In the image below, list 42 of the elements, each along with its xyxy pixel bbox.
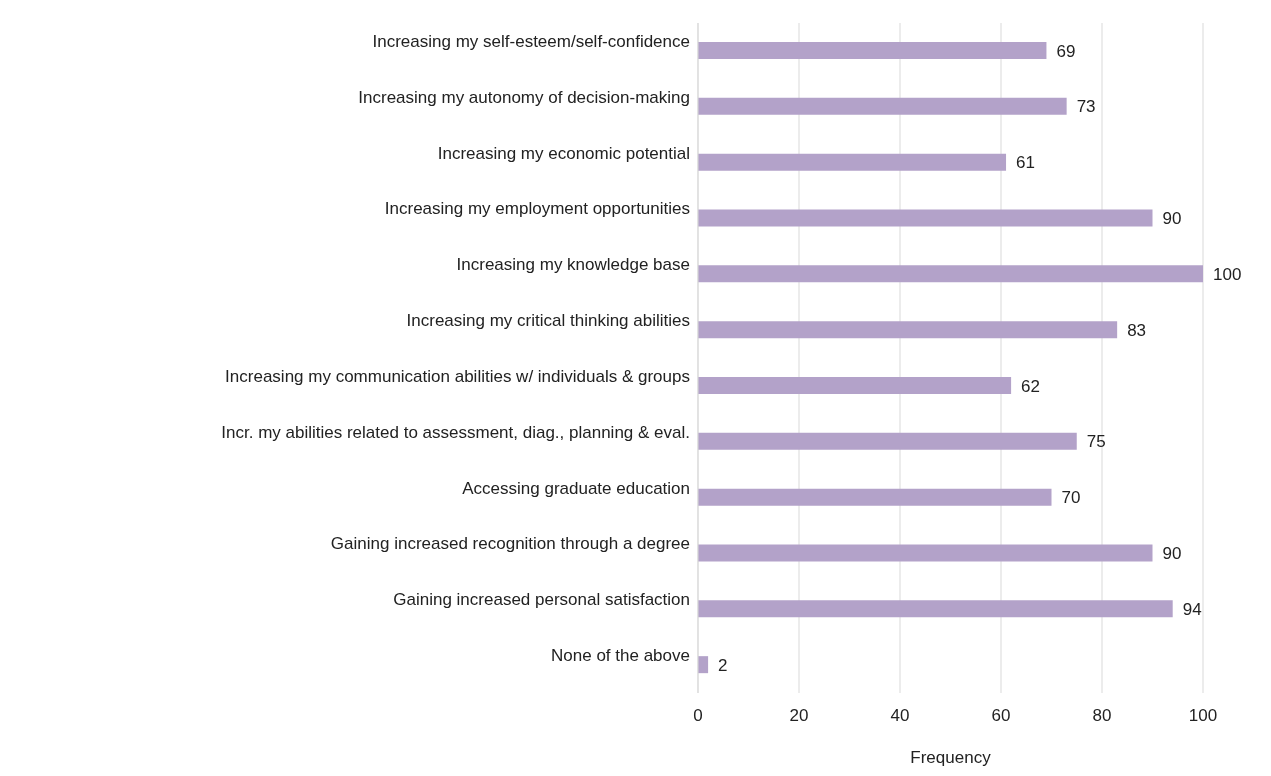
bar bbox=[698, 544, 1153, 562]
data-label: 90 bbox=[1162, 209, 1182, 229]
y-tick-label: Increasing my knowledge base bbox=[456, 255, 690, 275]
data-label: 2 bbox=[718, 655, 728, 675]
bar bbox=[698, 209, 1153, 227]
data-label: 100 bbox=[1213, 264, 1242, 284]
x-tick-label: 0 bbox=[693, 706, 703, 726]
x-axis-title: Frequency bbox=[910, 748, 992, 767]
y-tick-label: None of the above bbox=[551, 646, 690, 666]
x-tick-label: 60 bbox=[991, 706, 1011, 726]
data-label: 61 bbox=[1016, 153, 1035, 173]
y-tick-label: Accessing graduate education bbox=[462, 478, 690, 498]
y-tick-label: Gaining increased personal satisfaction bbox=[393, 590, 690, 610]
data-label: 75 bbox=[1086, 432, 1106, 452]
data-label: 70 bbox=[1061, 488, 1081, 508]
y-tick-label: Increasing my autonomy of decision-making bbox=[358, 87, 690, 107]
x-tick-label: 40 bbox=[890, 706, 910, 726]
bar bbox=[698, 377, 1012, 394]
data-label: 62 bbox=[1021, 376, 1041, 396]
x-tick-label: 20 bbox=[789, 706, 809, 726]
y-tick-label: Increasing my employment opportunities bbox=[384, 199, 690, 219]
bar bbox=[698, 600, 1173, 618]
data-label: 69 bbox=[1056, 41, 1076, 61]
bar bbox=[698, 42, 1047, 59]
data-label: 90 bbox=[1162, 544, 1182, 564]
y-tick-label: Increasing my communication abilities w/ individuals & groups bbox=[225, 366, 690, 386]
x-tick-label: 100 bbox=[1188, 706, 1218, 726]
data-label: 73 bbox=[1076, 97, 1096, 117]
data-label: 94 bbox=[1182, 599, 1202, 619]
y-tick-label: Increasing my self-esteem/self-confidence bbox=[372, 31, 690, 51]
bar bbox=[698, 265, 1203, 283]
y-tick-label: Gaining increased recognition through a degree bbox=[330, 534, 690, 554]
bar bbox=[698, 432, 1077, 450]
x-tick-label: 80 bbox=[1092, 706, 1112, 726]
bar bbox=[698, 488, 1052, 506]
bar bbox=[698, 153, 1007, 171]
bar bbox=[698, 321, 1118, 339]
y-tick-label: Increasing my critical thinking abilities bbox=[406, 311, 690, 331]
data-label: 83 bbox=[1127, 320, 1147, 340]
bar bbox=[698, 97, 1067, 115]
y-tick-label: Increasing my economic potential bbox=[437, 143, 690, 163]
y-tick-label: Incr. my abilities related to assessment, diag., planning & eval. bbox=[221, 422, 690, 442]
